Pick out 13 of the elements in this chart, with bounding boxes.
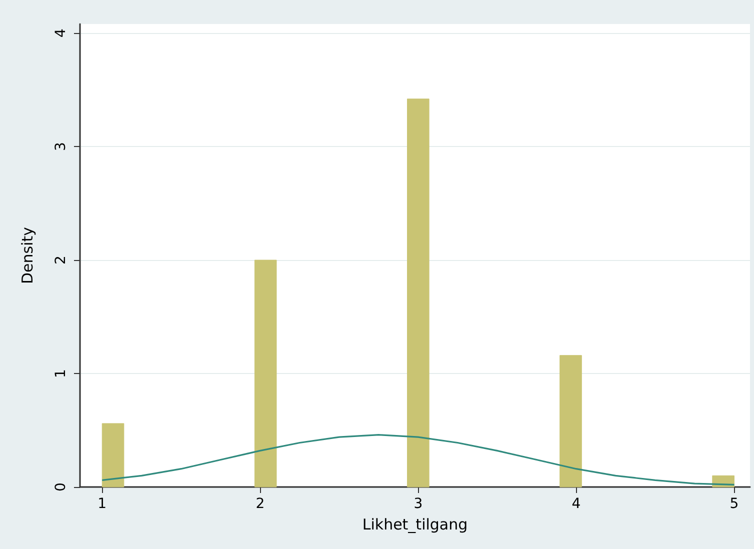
x-tick-label: 3 <box>414 496 423 512</box>
line-series <box>101 434 735 486</box>
y-axis-title: Density <box>18 226 36 284</box>
x-tick-label: 2 <box>256 496 265 512</box>
x-axis-title: Likhet_tilgang <box>362 516 468 534</box>
x-tick-label: 1 <box>98 496 107 512</box>
y-tick-label: 2 <box>53 256 69 264</box>
y-tick-label: 4 <box>53 28 69 38</box>
y-tick-label: 0 <box>53 482 69 492</box>
y-tick-label: 3 <box>53 142 69 152</box>
x-tick-label: 5 <box>730 496 739 512</box>
y-tick-label: 1 <box>53 369 69 378</box>
x-tick-label: 4 <box>572 496 581 512</box>
